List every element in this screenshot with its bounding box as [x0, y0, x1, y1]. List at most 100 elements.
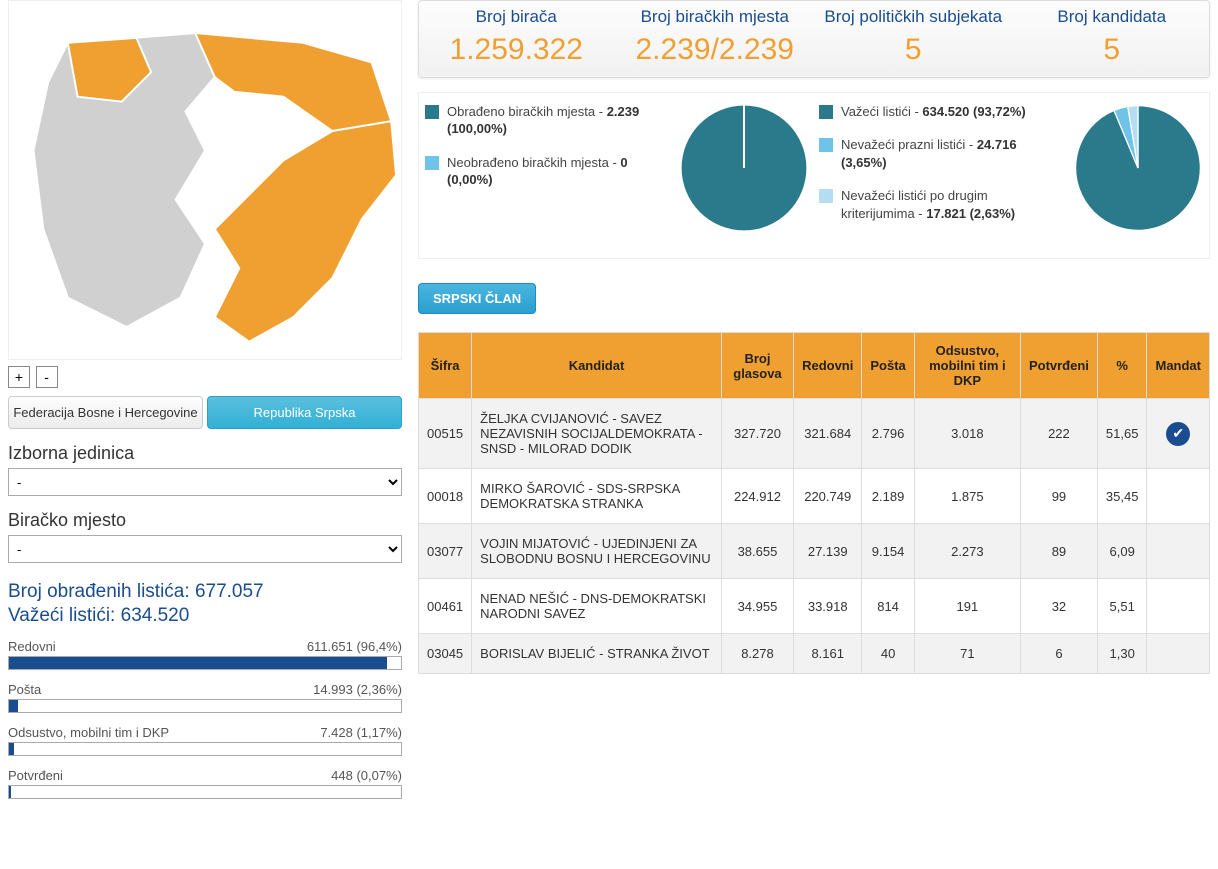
- electoral-unit-select[interactable]: -: [8, 468, 402, 496]
- cell-broj: 8.278: [721, 634, 793, 674]
- table-row: 00515 ŽELJKA CVIJANOVIĆ - SAVEZ NEZAVISN…: [419, 399, 1210, 469]
- bar-row: Potvrđeni 448 (0,07%): [8, 768, 402, 799]
- cell-broj: 224.912: [721, 469, 793, 524]
- cell-mandat: [1147, 469, 1210, 524]
- map-region-rs-east[interactable]: [215, 121, 396, 342]
- table-row: 00018 MIRKO ŠAROVIĆ - SDS-SRPSKA DEMOKRA…: [419, 469, 1210, 524]
- bar-name: Potvrđeni: [8, 768, 63, 783]
- legend-text: Neobrađeno biračkih mjesta - 0 (0,00%): [447, 154, 669, 189]
- table-header: Šifra: [419, 333, 472, 399]
- cell-broj: 34.955: [721, 579, 793, 634]
- bar-value: 448 (0,07%): [331, 768, 402, 783]
- bar-row: Odsustvo, mobilni tim i DKP7.428 (1,17%): [8, 725, 402, 756]
- valid-ballots-heading: Važeći listići: 634.520: [8, 605, 402, 627]
- legend-text: Važeći listići - 634.520 (93,72%): [841, 103, 1026, 121]
- cell-mandat: [1147, 524, 1210, 579]
- cell-kandidat: VOJIN MIJATOVIĆ - UJEDINJENI ZA SLOBODNU…: [472, 524, 722, 579]
- cell-pct: 6,09: [1097, 524, 1147, 579]
- tab-federation[interactable]: Federacija Bosne i Hercegovine: [8, 396, 203, 429]
- legend-swatch: [425, 156, 439, 170]
- legend-item: Važeći listići - 634.520 (93,72%): [819, 103, 1063, 121]
- cell-posta: 2.796: [862, 399, 914, 469]
- bar-row: Pošta 14.993 (2,36%): [8, 682, 402, 713]
- summary-cell: Broj birača 1.259.322: [419, 7, 614, 67]
- processed-ballots-heading: Broj obrađenih listića: 677.057: [8, 581, 402, 603]
- cell-redovni: 27.139: [794, 524, 862, 579]
- legend-item: Nevažeći listići po drugim kriterijumima…: [819, 187, 1063, 222]
- cell-kandidat: ŽELJKA CVIJANOVIĆ - SAVEZ NEZAVISNIH SOC…: [472, 399, 722, 469]
- legend-item: Neobrađeno biračkih mjesta - 0 (0,00%): [425, 154, 669, 189]
- bar-value: 611.651 (96,4%): [307, 639, 402, 654]
- results-table: ŠifraKandidatBroj glasovaRedovniPoštaOds…: [418, 332, 1210, 674]
- table-header: Odsustvo, mobilni tim i DKP: [914, 333, 1020, 399]
- zoom-out-button[interactable]: -: [36, 366, 58, 388]
- cell-sifra: 03045: [419, 634, 472, 674]
- tab-rs[interactable]: Republika Srpska: [207, 396, 402, 429]
- legend-text: Nevažeći listići po drugim kriterijumima…: [841, 187, 1063, 222]
- cell-sifra: 00461: [419, 579, 472, 634]
- table-row: 03045 BORISLAV BIJELIĆ - STRANKA ŽIVOT 8…: [419, 634, 1210, 674]
- summary-cell: Broj biračkih mjesta2.239/2.239: [618, 7, 813, 67]
- cell-sifra: 03077: [419, 524, 472, 579]
- summary-value: 5: [816, 33, 1011, 67]
- summary-value: 5: [1015, 33, 1210, 67]
- cell-pct: 5,51: [1097, 579, 1147, 634]
- cell-redovni: 33.918: [794, 579, 862, 634]
- legend-swatch: [425, 105, 439, 119]
- cell-pct: 51,65: [1097, 399, 1147, 469]
- cell-potvrdjeni: 99: [1020, 469, 1097, 524]
- pie1-legend: Obrađeno biračkih mjesta - 2.239 (100,00…: [425, 103, 669, 239]
- table-header: Broj glasova: [721, 333, 793, 399]
- cell-redovni: 220.749: [794, 469, 862, 524]
- summary-value: 1.259.322: [419, 33, 614, 67]
- cell-odsustvo: 1.875: [914, 469, 1020, 524]
- cell-posta: 40: [862, 634, 914, 674]
- bar-value: 14.993 (2,36%): [313, 682, 402, 697]
- polling-place-label: Biračko mjesto: [8, 510, 402, 531]
- pie2-legend: Važeći listići - 634.520 (93,72%) Nevaže…: [819, 103, 1063, 239]
- cell-odsustvo: 191: [914, 579, 1020, 634]
- cell-odsustvo: 71: [914, 634, 1020, 674]
- member-button[interactable]: SRPSKI ČLAN: [418, 283, 536, 314]
- cell-kandidat: BORISLAV BIJELIĆ - STRANKA ŽIVOT: [472, 634, 722, 674]
- bar-name: Pošta: [8, 682, 41, 697]
- legend-item: Obrađeno biračkih mjesta - 2.239 (100,00…: [425, 103, 669, 138]
- cell-kandidat: MIRKO ŠAROVIĆ - SDS-SRPSKA DEMOKRATSKA S…: [472, 469, 722, 524]
- summary-label: Broj birača: [419, 7, 614, 27]
- summary-cell: Broj političkih subjekata5: [816, 7, 1011, 67]
- cell-pct: 1,30: [1097, 634, 1147, 674]
- legend-item: Nevažeći prazni listići - 24.716 (3,65%): [819, 136, 1063, 171]
- zoom-in-button[interactable]: +: [8, 366, 30, 388]
- legend-swatch: [819, 105, 833, 119]
- table-header: %: [1097, 333, 1147, 399]
- cell-sifra: 00018: [419, 469, 472, 524]
- summary-row: Broj birača 1.259.322Broj biračkih mjesta…: [418, 0, 1210, 78]
- legend-swatch: [819, 138, 833, 152]
- cell-posta: 814: [862, 579, 914, 634]
- electoral-unit-label: Izborna jedinica: [8, 443, 402, 464]
- table-header: Mandat: [1147, 333, 1210, 399]
- bar-name: Odsustvo, mobilni tim i DKP: [8, 725, 169, 740]
- cell-kandidat: NENAD NEŠIĆ - DNS-DEMOKRATSKI NARODNI SA…: [472, 579, 722, 634]
- cell-potvrdjeni: 32: [1020, 579, 1097, 634]
- check-circle-icon: ✔: [1166, 422, 1190, 446]
- table-header: Pošta: [862, 333, 914, 399]
- cell-redovni: 8.161: [794, 634, 862, 674]
- region-map[interactable]: [8, 0, 402, 360]
- cell-redovni: 321.684: [794, 399, 862, 469]
- summary-value: 2.239/2.239: [618, 33, 813, 67]
- cell-odsustvo: 3.018: [914, 399, 1020, 469]
- legend-text: Nevažeći prazni listići - 24.716 (3,65%): [841, 136, 1063, 171]
- cell-potvrdjeni: 6: [1020, 634, 1097, 674]
- polling-place-select[interactable]: -: [8, 535, 402, 563]
- summary-label: Broj kandidata: [1015, 7, 1210, 27]
- cell-posta: 2.189: [862, 469, 914, 524]
- cell-potvrdjeni: 222: [1020, 399, 1097, 469]
- cell-mandat: [1147, 579, 1210, 634]
- cell-odsustvo: 2.273: [914, 524, 1020, 579]
- cell-pct: 35,45: [1097, 469, 1147, 524]
- table-row: 00461 NENAD NEŠIĆ - DNS-DEMOKRATSKI NARO…: [419, 579, 1210, 634]
- table-header: Potvrđeni: [1020, 333, 1097, 399]
- bar-name: Redovni: [8, 639, 56, 654]
- table-header: Kandidat: [472, 333, 722, 399]
